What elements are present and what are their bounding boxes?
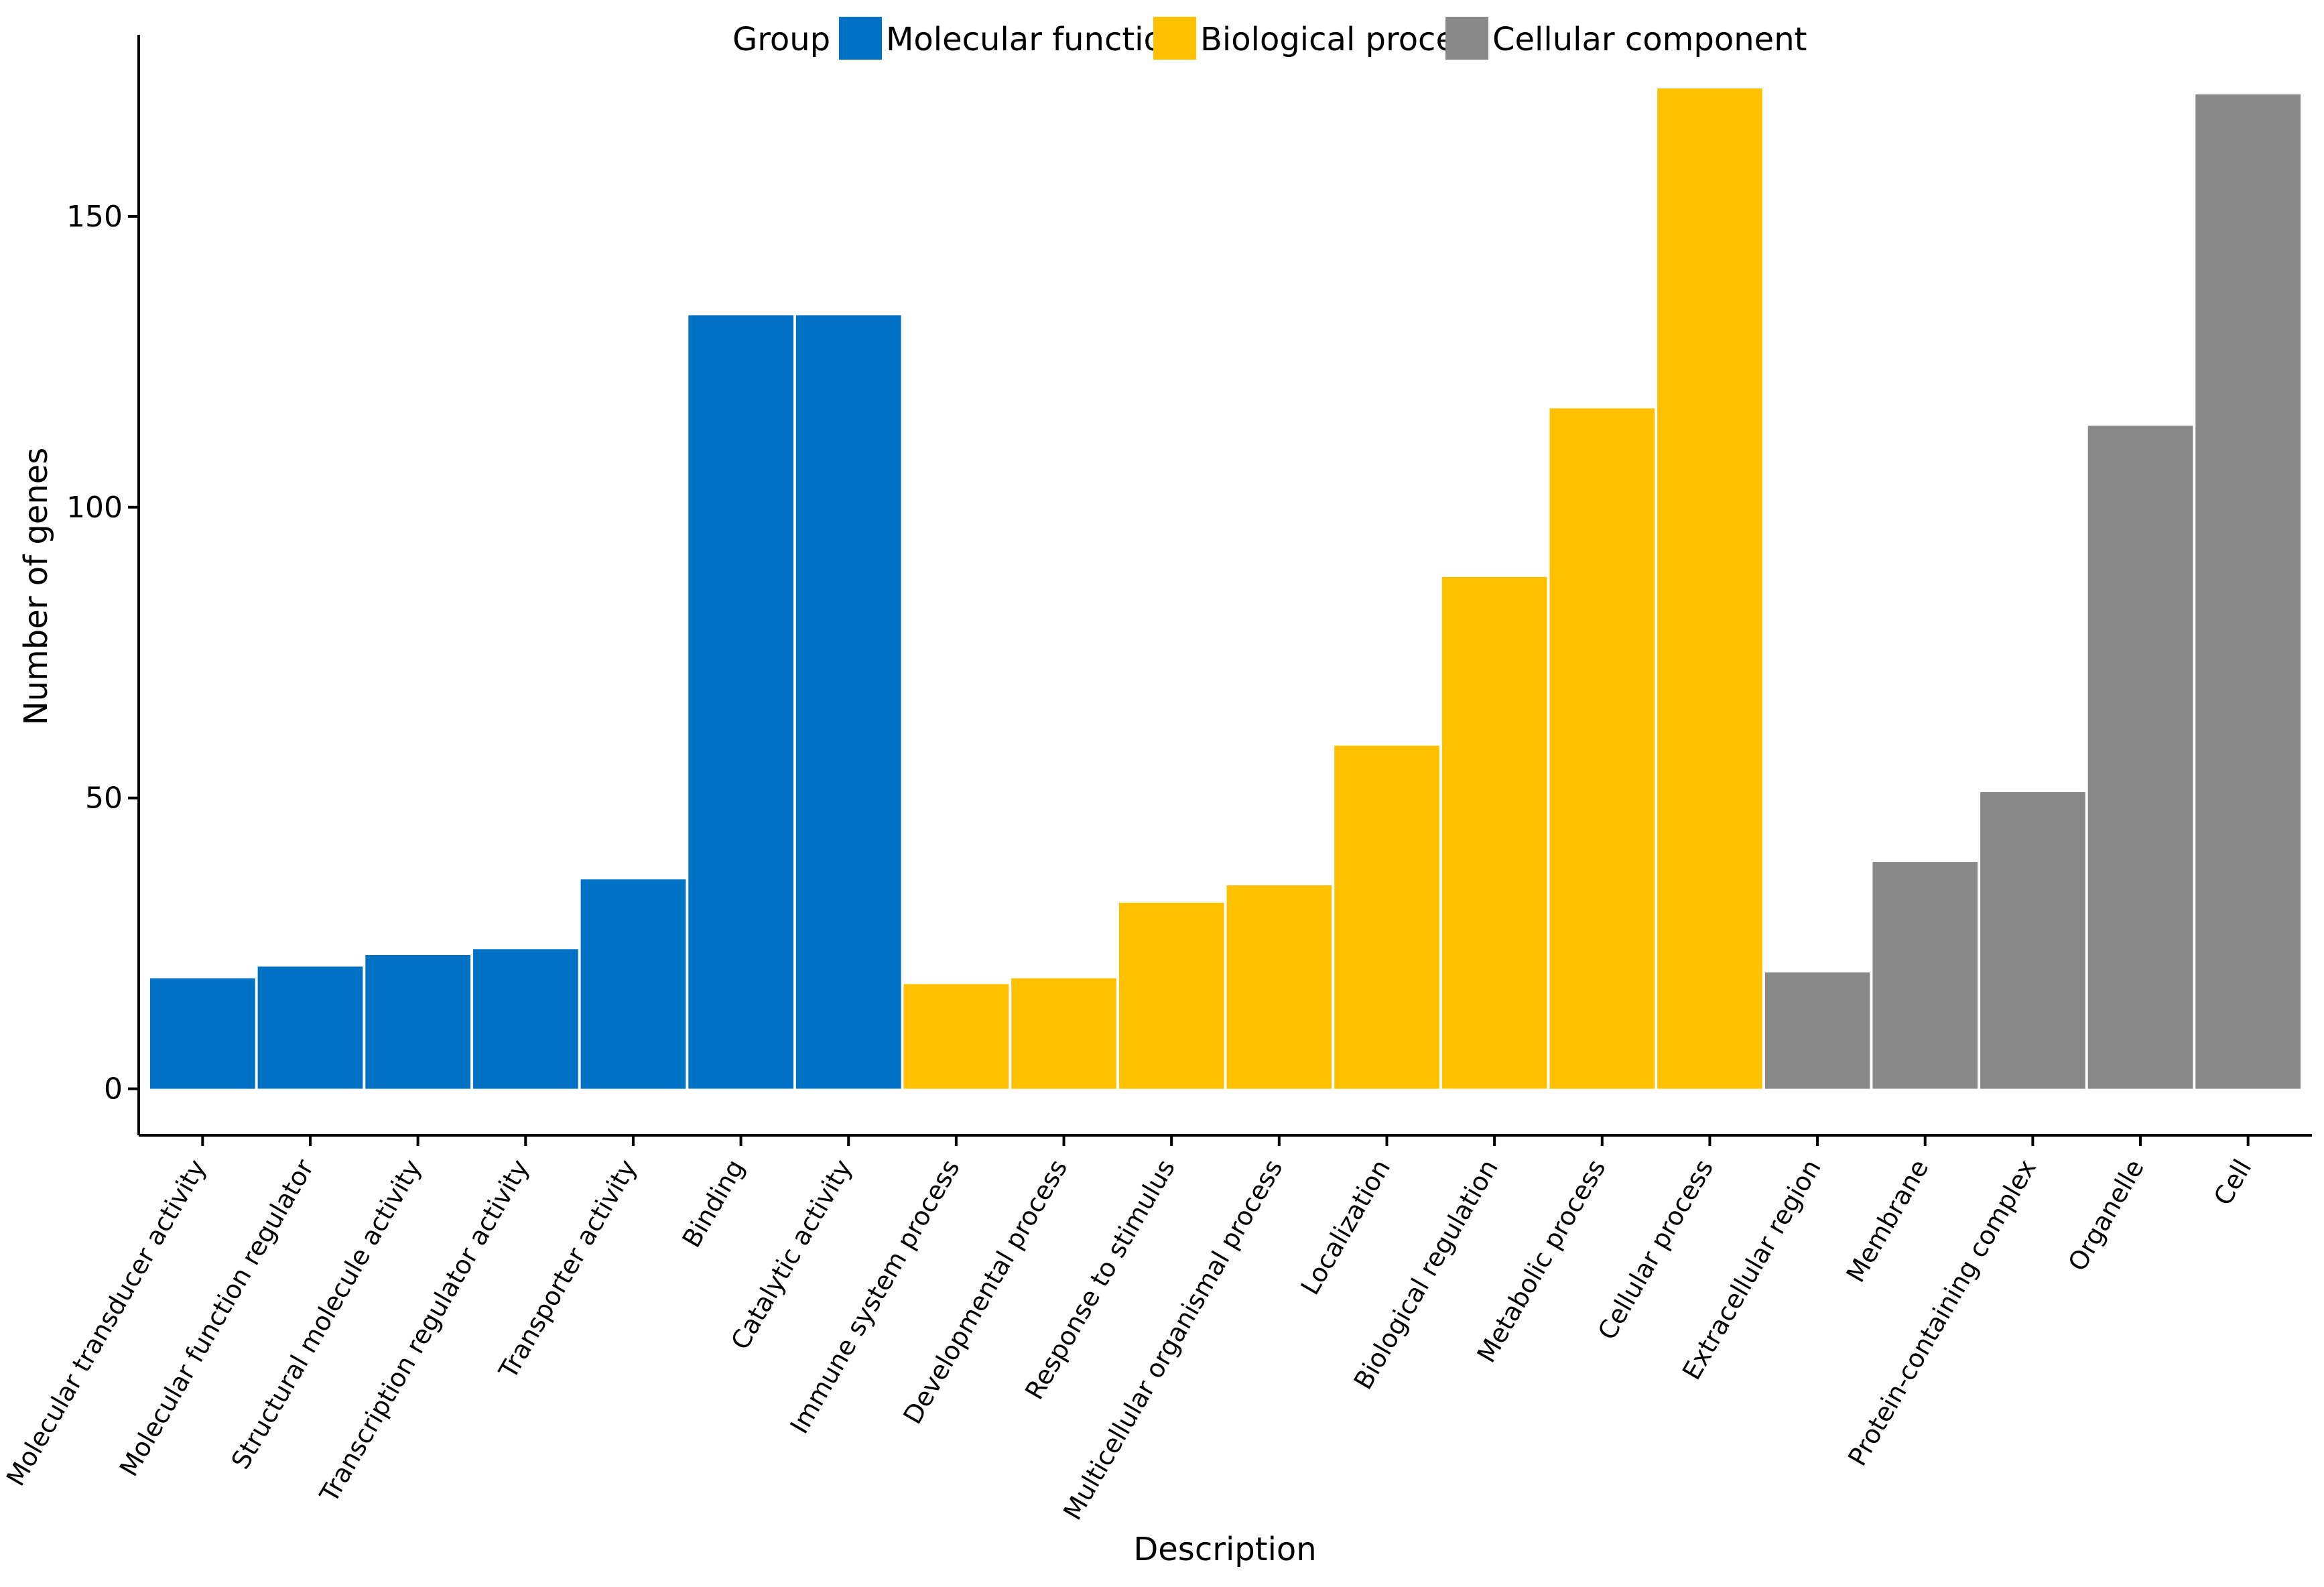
legend-title: Group — [732, 21, 830, 58]
x-tick-label: Molecular transducer activity — [1, 1155, 212, 1491]
x-tick-label: Transcription regulator activity — [314, 1155, 535, 1508]
legend: Group Molecular function Biological proces… — [732, 17, 1807, 60]
bar-extracellular-region — [1764, 972, 1870, 1089]
y-tick-label: 100 — [66, 491, 123, 525]
bar-multicellular-organismal-process — [1226, 885, 1332, 1089]
bar-biological-regulation — [1441, 576, 1547, 1089]
x-tick-label: Localization — [1295, 1155, 1397, 1300]
x-axis-title: Description — [1133, 1531, 1316, 1568]
x-tick-label: Catalytic activity — [725, 1155, 858, 1355]
y-tick-label: 50 — [85, 781, 123, 816]
x-tick-label: Cellular process — [1592, 1155, 1719, 1345]
x-tick-label: Structural molecule activity — [226, 1155, 428, 1474]
bar-metabolic-process — [1549, 408, 1655, 1089]
bar-immune-system-process — [903, 984, 1009, 1089]
bar-cellular-process — [1657, 88, 1762, 1089]
bar-developmental-process — [1011, 978, 1116, 1089]
legend-swatch — [1153, 17, 1196, 60]
bar-cell — [2195, 94, 2301, 1089]
bar-binding — [688, 315, 793, 1089]
bar-structural-molecule-activity — [365, 955, 470, 1089]
legend-label: Molecular function — [886, 21, 1183, 58]
axis-titles: Description Number of genes — [17, 448, 1317, 1568]
x-tick-label: Multicellular organismal process — [1057, 1155, 1289, 1525]
legend-label: Biological process — [1200, 21, 1489, 58]
bar-localization — [1334, 745, 1439, 1089]
x-tick-label: Organelle — [2063, 1155, 2150, 1277]
y-tick-label: 0 — [104, 1072, 123, 1106]
x-tick-label: Molecular function regulator — [114, 1154, 320, 1481]
x-tick-label: Binding — [676, 1155, 750, 1253]
bar-molecular-transducer-activity — [150, 978, 255, 1089]
bar-organelle — [2087, 426, 2193, 1089]
bar-catalytic-activity — [795, 315, 901, 1089]
bars-layer — [150, 88, 2301, 1089]
bar-membrane — [1872, 862, 1978, 1089]
y-axis-title: Number of genes — [17, 448, 55, 726]
bar-molecular-function-regulator — [257, 966, 363, 1089]
x-tick-label: Cell — [2208, 1155, 2258, 1211]
legend-label: Cellular component — [1492, 21, 1807, 58]
bar-protein-containing-complex — [1980, 792, 2085, 1089]
x-tick-label: Protein-containing complex — [1842, 1155, 2042, 1471]
x-tick-label: Membrane — [1841, 1155, 1935, 1287]
axes-layer: 0 50 100 150 Molecular transducer activityMo… — [1, 35, 2312, 1525]
legend-swatch — [839, 17, 882, 60]
bar-response-to-stimulus — [1118, 902, 1224, 1089]
bar-transporter-activity — [580, 879, 686, 1089]
legend-swatch — [1445, 17, 1488, 60]
bar-transcription-regulator-activity — [473, 949, 578, 1089]
y-tick-label: 150 — [66, 200, 123, 234]
